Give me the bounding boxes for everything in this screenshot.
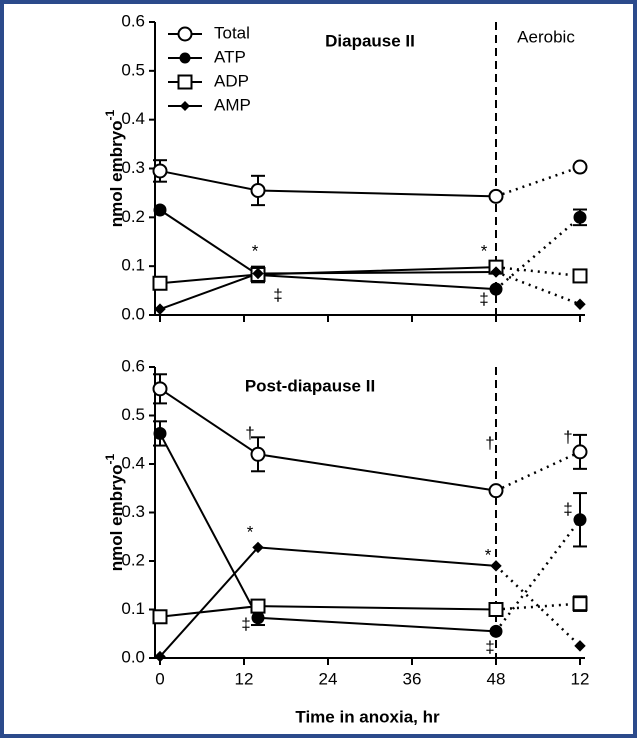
y-axis-label-sup: -1 (103, 109, 117, 120)
marker (490, 560, 502, 572)
y-axis-label: nmol embryo-1 (103, 453, 126, 571)
x-tick-label: 12 (571, 669, 590, 688)
marker (251, 611, 265, 625)
marker (572, 159, 588, 175)
x-tick-label: 0 (155, 669, 164, 688)
marker (489, 624, 503, 638)
legend-marker (177, 26, 193, 42)
annotation: * (481, 241, 488, 260)
marker (573, 210, 587, 224)
marker (572, 268, 588, 284)
marker (574, 640, 586, 652)
y-tick-label: 0.1 (121, 599, 145, 618)
marker (250, 446, 266, 462)
series-line-aerobic (495, 265, 581, 278)
series-line-aerobic (495, 450, 581, 492)
marker (154, 650, 166, 663)
annotation: † (245, 423, 254, 442)
region-label: Aerobic (517, 27, 575, 46)
marker (574, 298, 586, 310)
marker (573, 513, 587, 527)
x-tick-label: 24 (319, 669, 338, 688)
y-tick-label: 0.5 (121, 405, 145, 424)
marker (152, 163, 168, 179)
legend-label: Total (214, 23, 250, 42)
marker (152, 275, 168, 291)
y-axis-label-sup: -1 (103, 453, 117, 464)
marker (489, 282, 503, 296)
y-tick-label: 0.2 (121, 207, 145, 226)
marker (488, 602, 504, 617)
annotation: ‡ (563, 499, 572, 518)
annotation: † (485, 433, 494, 452)
marker (252, 541, 264, 554)
y-tick-label: 0.4 (121, 453, 145, 472)
marker (153, 426, 167, 440)
marker (490, 266, 502, 278)
legend-label: ATP (214, 47, 246, 66)
marker (488, 188, 504, 204)
marker (252, 267, 264, 280)
marker (152, 609, 168, 625)
marker (572, 444, 588, 460)
marker (152, 381, 168, 397)
annotation: ‡ (241, 614, 250, 633)
panel-title: Diapause II (325, 31, 415, 50)
annotation: ‡ (273, 285, 282, 304)
x-axis-label: Time in anoxia, hr (295, 707, 440, 726)
y-tick-label: 0.0 (121, 647, 145, 666)
legend-marker (177, 74, 193, 90)
y-tick-label: 0.1 (121, 256, 145, 275)
marker (250, 182, 266, 198)
y-tick-label: 0.5 (121, 60, 145, 79)
annotation: * (252, 241, 259, 260)
series-line-aerobic (495, 216, 581, 291)
marker (572, 596, 588, 612)
y-tick-label: 0.4 (121, 109, 145, 128)
annotation: * (485, 545, 492, 564)
marker (488, 483, 504, 499)
x-tick-label: 48 (487, 669, 506, 688)
y-axis-label: nmol embryo-1 (103, 109, 126, 227)
y-tick-label: 0.3 (121, 158, 145, 177)
legend-label: AMP (214, 95, 251, 114)
x-tick-label: 36 (403, 669, 422, 688)
y-tick-label: 0.6 (121, 11, 145, 30)
annotation: ‡ (485, 637, 494, 656)
y-tick-label: 0.6 (121, 356, 145, 375)
y-tick-label: 0.3 (121, 502, 145, 521)
y-tick-label: 0.0 (121, 304, 145, 323)
annotation: ‡ (479, 289, 488, 308)
marker (250, 598, 266, 614)
legend-marker (179, 52, 191, 64)
y-axis-label-text: nmol embryo (107, 120, 126, 227)
marker (153, 203, 167, 217)
series-line-aerobic (495, 165, 581, 198)
legend-label: ADP (214, 71, 249, 90)
annotation: † (563, 427, 572, 446)
marker (154, 303, 166, 315)
y-axis-label-text: nmol embryo (107, 464, 126, 571)
annotation: * (247, 522, 254, 541)
panel-title: Post-diapause II (245, 376, 375, 395)
legend-marker (180, 101, 190, 111)
series-line-aerobic (495, 602, 581, 611)
series-line-aerobic (495, 270, 581, 306)
x-tick-label: 12 (235, 669, 254, 688)
y-tick-label: 0.2 (121, 550, 145, 569)
